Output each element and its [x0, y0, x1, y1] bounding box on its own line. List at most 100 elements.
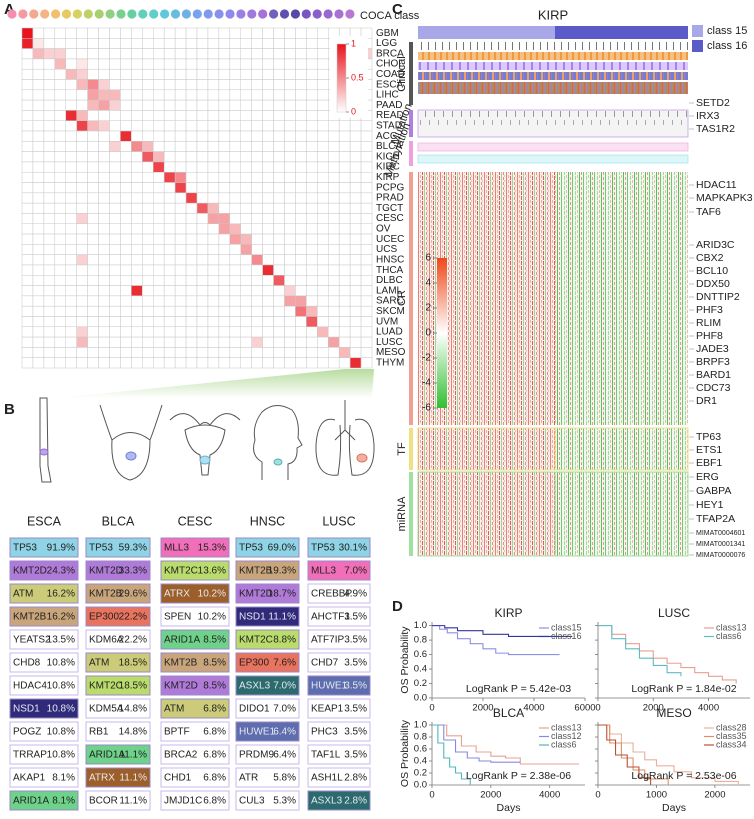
heat-cell [338, 213, 351, 225]
heat-cell [240, 275, 252, 286]
row-label: KIRC [376, 162, 400, 173]
gene-name: SPEN [164, 612, 191, 623]
heat-cell [21, 89, 34, 101]
heat-cell [360, 130, 373, 142]
heat-cell [317, 151, 329, 163]
heat-cell [131, 161, 143, 173]
heat-cell [87, 244, 99, 255]
heat-cell [98, 202, 110, 214]
gene-frequency: 10.8% [47, 750, 75, 761]
heat-cell [262, 48, 274, 60]
row-label: KIRP [376, 172, 400, 183]
track-label: Clinical [396, 56, 408, 91]
gene-name: ARID1A [164, 635, 200, 646]
heat-cell [251, 316, 263, 328]
heat-cell [174, 171, 187, 183]
heat-cell [317, 58, 329, 70]
heat-cell [229, 357, 241, 369]
heat-cell [131, 151, 143, 163]
heat-cell [76, 336, 88, 348]
gene-box [9, 790, 79, 811]
heat-cell [317, 182, 329, 194]
heat-cell [251, 192, 263, 204]
gene-name: CREBBP [311, 589, 352, 600]
gene-frequency: 8.5% [203, 681, 226, 692]
heat-cell [349, 275, 362, 286]
x-tick-label: 4000 [539, 790, 560, 801]
heat-cell [251, 326, 263, 338]
heat-cell [120, 48, 132, 60]
heat-cell [218, 336, 231, 348]
heat-cell [185, 130, 198, 142]
heat-cell [98, 68, 110, 80]
heat-cell [295, 38, 307, 49]
heat-cell [295, 347, 307, 358]
heat-cell [240, 192, 252, 204]
class-dot [160, 9, 170, 19]
heat-cell [185, 285, 198, 297]
heat-cell [120, 244, 132, 255]
heat-cell [218, 27, 231, 39]
heat-cell [163, 357, 176, 369]
heat-cell [229, 141, 241, 152]
heat-cell [98, 151, 110, 163]
gene-box [85, 698, 151, 719]
heat-cell [251, 305, 263, 317]
heat-cell [174, 223, 187, 235]
heat-cell [153, 326, 165, 338]
gene-frequency: 6.4% [273, 750, 296, 761]
heat-cell [98, 182, 110, 194]
row-label: COAD [376, 69, 405, 80]
heat-cell [306, 151, 318, 163]
heat-cell [32, 130, 45, 142]
heat-cell [207, 202, 220, 214]
row-label: DDX50 [696, 278, 730, 290]
heat-cell [295, 27, 307, 39]
heat-cell [21, 58, 34, 70]
heat-cell [262, 336, 274, 348]
heat-cell [174, 27, 187, 39]
heat-cell [196, 295, 209, 307]
heat-cell [251, 68, 263, 80]
heat-cell [306, 295, 318, 307]
heat-cell [87, 141, 99, 152]
heat-cell [317, 213, 329, 225]
y-tick-label: 0.2 [414, 768, 427, 779]
row-label: TAS1R2 [696, 123, 735, 135]
heat-cell [142, 58, 154, 70]
heat-cell [153, 223, 165, 235]
heat-cell [163, 110, 176, 121]
heat-cell [273, 141, 285, 152]
gene-name: PRDM9 [239, 750, 274, 761]
heat-cell [240, 120, 252, 132]
heat-cell [65, 99, 77, 111]
heat-cell [218, 295, 231, 307]
gene-box [307, 767, 371, 788]
heat-cell [174, 79, 187, 91]
heat-cell [21, 48, 34, 60]
gene-frequency: 11.1% [119, 773, 147, 784]
heat-cell [65, 182, 77, 194]
heat-cell [338, 130, 351, 142]
heat-cell [87, 58, 99, 70]
heat-cell [251, 244, 263, 255]
heat-cell [174, 151, 187, 163]
heat-cell [87, 130, 99, 142]
gene-name: ATM [89, 658, 109, 669]
heat-cell [163, 89, 176, 101]
heat-cell [240, 151, 252, 163]
heat-cell [109, 295, 121, 307]
heat-cell [76, 244, 88, 255]
heat-cell [98, 110, 110, 121]
heat-cell [284, 110, 296, 121]
gene-frequency: 18.5% [119, 658, 147, 669]
heat-cell [185, 254, 198, 266]
heat-cell [185, 120, 198, 132]
heat-cell [218, 316, 231, 328]
heat-cell [21, 68, 34, 80]
gene-box [235, 583, 300, 604]
heat-cell [196, 99, 209, 111]
heat-cell [142, 285, 154, 297]
heat-cell [295, 99, 307, 111]
